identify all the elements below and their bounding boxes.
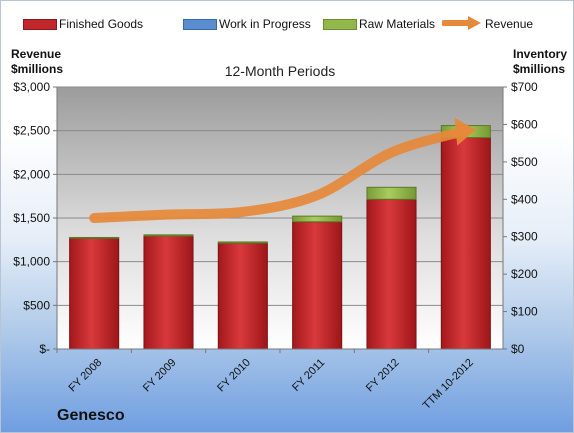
left-tick-label: $1,500 (13, 211, 50, 225)
x-tick-label: FY 2012 (364, 357, 402, 395)
left-tick-label: $- (39, 342, 50, 356)
x-tick-label: FY 2009 (141, 357, 179, 395)
left-axis-title-line1: Revenue (11, 47, 62, 61)
bar-finished-goods (143, 235, 194, 350)
left-tick-label: $500 (23, 298, 50, 312)
bar-finished-goods (366, 198, 417, 350)
right-tick-label: $0 (511, 342, 525, 356)
left-axis-ticks: $- $500 $1,000 $1,500 $2,000 $2,500 $3,000 (13, 80, 57, 356)
revenue-arrowhead (454, 117, 476, 146)
legend-label-revenue: Revenue (485, 17, 534, 31)
bar-raw-materials (217, 241, 268, 244)
legend-label-finished-goods: Finished Goods (59, 17, 144, 31)
right-tick-label: $100 (511, 305, 538, 319)
bar-finished-goods (69, 237, 120, 350)
bar-raw-materials (292, 215, 343, 223)
left-tick-label: $2,000 (13, 167, 50, 181)
left-tick-label: $1,000 (13, 255, 50, 269)
legend-swatch-raw-materials (323, 19, 357, 30)
gridlines (57, 86, 503, 306)
x-tick-label: FY 2008 (67, 357, 105, 395)
legend-label-raw-materials: Raw Materials (359, 17, 436, 31)
revenue-line-layer (89, 117, 476, 223)
right-axis-title: Inventory $millions (513, 47, 567, 77)
bar-raw-materials (143, 234, 194, 237)
right-tick-label: $700 (511, 80, 538, 94)
right-tick-label: $400 (511, 192, 538, 206)
x-tick-label: FY 2010 (215, 357, 253, 395)
bar-finished-goods (292, 221, 343, 350)
company-name: Genesco (57, 407, 125, 424)
legend-swatch-revenue (442, 16, 481, 30)
right-tick-label: $500 (511, 155, 538, 169)
bar-finished-goods (440, 137, 491, 350)
right-axis-title-line1: Inventory (513, 47, 568, 61)
x-tick-label: TTM 10-2012 (421, 357, 476, 412)
right-axis-title-line2: $millions (513, 62, 566, 76)
right-tick-label: $300 (511, 230, 538, 244)
left-tick-label: $2,500 (13, 124, 50, 138)
right-tick-label: $600 (511, 117, 538, 131)
left-axis-title: Revenue $millions (11, 47, 63, 77)
bar-finished-goods (217, 242, 268, 350)
bar-raw-materials (366, 186, 417, 200)
bars (69, 125, 491, 350)
legend: Finished Goods Work in Progress Raw Mate… (1, 1, 573, 41)
left-axis-title-line2: $millions (11, 62, 64, 76)
legend-swatch-finished-goods (23, 19, 57, 30)
x-tick-label: FY 2011 (290, 357, 327, 394)
chart-title: 12-Month Periods (224, 63, 336, 79)
legend-swatch-work-in-progress (183, 19, 217, 30)
right-tick-label: $200 (511, 267, 538, 281)
revenue-line (89, 125, 471, 223)
left-tick-label: $3,000 (13, 80, 50, 94)
x-axis-ticks: FY 2008 FY 2009 FY 2010 FY 2011 FY 2012 TTM 1… (56, 349, 476, 412)
right-axis-ticks: $0 $100 $200 $300 $400 $500 $600 $700 (503, 80, 538, 356)
legend-label-work-in-progress: Work in Progress (219, 17, 311, 31)
bar-raw-materials (69, 236, 120, 239)
